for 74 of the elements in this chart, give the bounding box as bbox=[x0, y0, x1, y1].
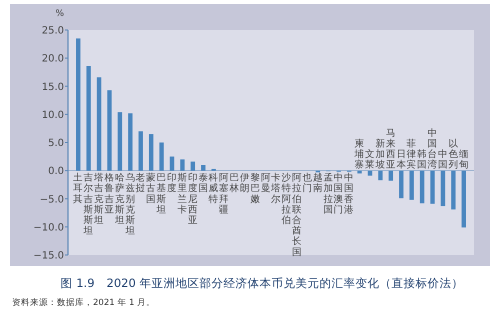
text: 资料来源：数据库，2021 年 1 月。 bbox=[12, 297, 156, 308]
bar bbox=[138, 131, 143, 171]
x-tick-label: 中国台湾 bbox=[428, 126, 438, 171]
bar bbox=[201, 165, 206, 171]
x-tick-label: 柬埔寨 bbox=[354, 137, 365, 171]
x-tick-label: 科威特 bbox=[208, 172, 219, 205]
bar bbox=[409, 170, 414, 200]
x-tick-label: 孟加拉国 bbox=[323, 172, 334, 216]
x-tick-label: 泰国 bbox=[198, 172, 208, 194]
y-tick-label: 10.0 bbox=[42, 110, 64, 121]
x-tick-label: 新加坡 bbox=[374, 137, 386, 171]
bar bbox=[378, 170, 383, 180]
bar bbox=[462, 170, 466, 228]
bar bbox=[76, 38, 80, 171]
x-tick-label: 文莱 bbox=[365, 148, 375, 171]
x-tick-label: 阿拉伯联合酋长国 bbox=[292, 172, 302, 258]
x-tick-label: 日本 bbox=[396, 149, 406, 171]
x-tick-label: 越南 bbox=[312, 172, 323, 194]
bar bbox=[357, 170, 362, 174]
y-tick-label: −5.0 bbox=[40, 194, 64, 206]
x-tick-label: 也门 bbox=[302, 172, 312, 194]
y-tick-label: 25.0 bbox=[42, 26, 64, 36]
bar bbox=[368, 170, 372, 176]
y-tick-label: 0.0 bbox=[48, 166, 64, 178]
y-tick-label: −15.0 bbox=[33, 250, 64, 262]
x-tick-label: 斯里兰卡 bbox=[177, 172, 188, 216]
x-tick-label: 马来西亚 bbox=[386, 128, 396, 171]
x-tick-label: 阿塞拜疆 bbox=[219, 172, 230, 216]
bar bbox=[430, 170, 435, 204]
x-tick-label: 老挝 bbox=[136, 172, 146, 194]
x-tick-label: 黎巴嫩 bbox=[250, 172, 260, 205]
x-tick-label: 中国香港 bbox=[344, 172, 354, 216]
y-tick-label: 15.0 bbox=[42, 82, 64, 93]
x-tick-label: 巴林 bbox=[228, 172, 240, 194]
y-tick-label: −10.0 bbox=[33, 222, 64, 234]
bar bbox=[420, 170, 424, 204]
x-tick-label: 以色列 bbox=[448, 137, 458, 171]
text: 图 1.9 2020 年亚洲地区部分经济体本币兑美元的汇率变化（直接标价法） bbox=[60, 276, 464, 290]
bar bbox=[170, 156, 174, 171]
x-tick-label: 塔吉克斯坦 bbox=[93, 172, 104, 226]
bar bbox=[86, 66, 91, 171]
x-tick-label: 印度 bbox=[167, 172, 177, 194]
x-tick-label: 伊朗 bbox=[240, 172, 250, 194]
x-tick-label: 中国澳门 bbox=[334, 172, 344, 216]
x-tick-label: 韩国 bbox=[417, 148, 428, 171]
bar bbox=[118, 112, 122, 171]
bar bbox=[128, 113, 133, 171]
bar bbox=[159, 142, 164, 171]
x-tick-label: 哈萨克斯坦 bbox=[114, 172, 125, 226]
x-tick-label: 印度尼西亚 bbox=[188, 172, 198, 226]
x-tick-label: 卡塔尔 bbox=[270, 172, 282, 205]
x-tick-label: 巴基斯坦 bbox=[156, 172, 167, 216]
x-tick-label: 吉尔吉斯斯坦 bbox=[82, 172, 94, 237]
bar bbox=[451, 170, 456, 210]
bar bbox=[388, 170, 394, 181]
bar bbox=[96, 77, 102, 171]
bar bbox=[399, 170, 404, 198]
bar bbox=[190, 162, 196, 171]
x-tick-label: 阿曼 bbox=[260, 172, 271, 194]
y-tick-label: 20.0 bbox=[42, 54, 64, 65]
x-tick-label: 土耳其 bbox=[73, 172, 84, 205]
x-tick-label: 格鲁吉亚 bbox=[103, 172, 114, 216]
bar bbox=[180, 159, 185, 171]
x-tick-label: 菲律宾 bbox=[406, 137, 417, 171]
bar bbox=[148, 134, 154, 171]
x-tick-label: 沙特阿拉伯 bbox=[282, 172, 292, 226]
x-tick-label: 乌兹别克斯坦 bbox=[124, 172, 136, 237]
y-tick-label: 5.0 bbox=[48, 138, 64, 149]
bar bbox=[107, 90, 112, 171]
x-tick-label: 中国 bbox=[438, 148, 448, 171]
bar bbox=[440, 170, 446, 206]
x-tick-label: 缅甸 bbox=[458, 149, 469, 171]
y-axis-title: % bbox=[55, 9, 64, 19]
x-tick-label: 蒙古国 bbox=[146, 172, 156, 205]
